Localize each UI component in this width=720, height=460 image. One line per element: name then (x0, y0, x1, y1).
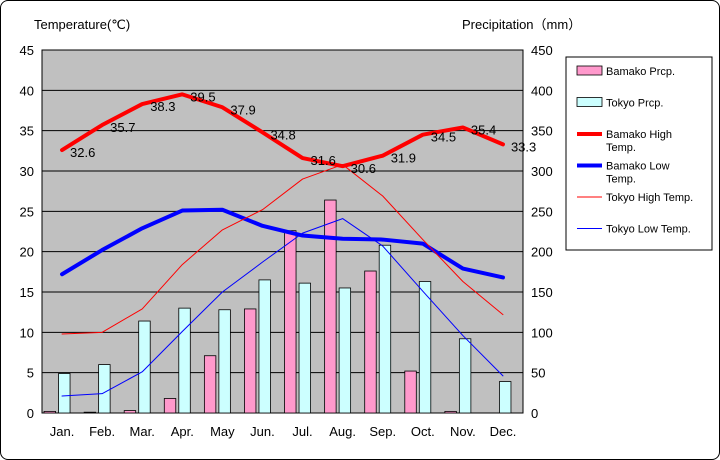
x-tick-label: Dec. (490, 424, 517, 439)
data-label: 34.8 (270, 127, 295, 142)
temperature-line (60, 92, 505, 169)
temperature-line (61, 164, 504, 335)
precipitation-bar (418, 281, 432, 414)
legend-swatch (576, 65, 603, 76)
precipitation-bar (218, 309, 231, 414)
right-tick-label: 50 (531, 366, 545, 381)
data-label: 30.6 (351, 161, 376, 176)
x-tick-label: Apr. (171, 424, 194, 439)
data-label: 31.6 (311, 153, 336, 168)
precipitation-bar (338, 287, 352, 414)
precipitation-bar (499, 381, 512, 414)
right-tick-label: 150 (531, 285, 553, 300)
x-tick-label: Feb. (89, 424, 115, 439)
x-tick-label: Mar. (130, 424, 155, 439)
left-tick-label: 40 (20, 83, 34, 98)
data-label: 35.7 (110, 120, 135, 135)
data-label: 35.4 (471, 122, 496, 137)
data-label: 37.9 (230, 102, 255, 117)
legend-label: Bamako Prcp. (606, 66, 675, 78)
precipitation-bar (244, 308, 257, 414)
precipitation-bar (138, 320, 151, 414)
data-label: 38.3 (150, 99, 175, 114)
precipitation-bar (58, 373, 71, 414)
right-tick-label: 300 (531, 164, 553, 179)
precipitation-bar (43, 410, 56, 414)
left-tick-label: 30 (20, 164, 34, 179)
temperature-line (61, 218, 504, 397)
precipitation-bar (98, 364, 111, 414)
data-label: 33.3 (511, 139, 536, 154)
x-axis-ticks: Jan. Feb. Mar. Apr. May Jun. Jul. Aug. Sep. Oct. N… (50, 424, 517, 439)
legend-label: Tokyo Prcp. (606, 98, 663, 110)
legend-box (565, 56, 713, 251)
temperature-line (60, 207, 505, 280)
legend-label: Bamako High Temp. (606, 129, 672, 154)
left-tick-label: 25 (20, 204, 34, 219)
x-tick-label: Jun. (250, 424, 275, 439)
legend-label: Tokyo High Temp. (606, 192, 693, 204)
left-axis-title: Temperature(℃) (34, 17, 130, 32)
precipitation-bar (458, 338, 472, 414)
data-label: 31.9 (391, 151, 416, 166)
precipitation-bars (43, 199, 512, 414)
left-axis-ticks: 0 5 10 15 20 25 30 35 40 45 (20, 43, 34, 421)
precipitation-bar (123, 410, 137, 414)
x-tick-label: Nov. (450, 424, 476, 439)
left-tick-label: 15 (20, 285, 34, 300)
right-axis-ticks: 0 50 100 150 200 250 300 350 400 450 (531, 43, 553, 421)
right-tick-label: 350 (531, 124, 553, 139)
precipitation-bar (203, 355, 217, 414)
temperature-lines (60, 92, 505, 397)
left-tick-label: 0 (27, 406, 34, 421)
x-tick-label: Jul. (292, 424, 312, 439)
left-tick-label: 10 (20, 325, 34, 340)
precipitation-bar (258, 279, 271, 414)
right-tick-label: 450 (531, 43, 553, 58)
left-tick-label: 45 (20, 43, 34, 58)
precipitation-bar (378, 244, 392, 414)
x-tick-label: Aug. (329, 424, 356, 439)
precipitation-bar (163, 398, 177, 414)
left-tick-label: 35 (20, 124, 34, 139)
precipitation-bar (444, 410, 457, 414)
precipitation-bar (404, 370, 417, 414)
legend-label: Bamako Low Temp. (606, 161, 670, 186)
precipitation-bar (284, 230, 297, 414)
x-tick-label: May (210, 424, 235, 439)
data-label: 39.5 (190, 89, 215, 104)
precipitation-bar (364, 270, 377, 414)
legend-swatch (576, 97, 603, 107)
right-axis-title: Precipitation（mm） (462, 17, 581, 32)
left-tick-label: 5 (27, 366, 34, 381)
x-tick-label: Oct. (411, 424, 435, 439)
left-tick-label: 20 (20, 245, 34, 260)
legend: Bamako Prcp. Tokyo Prcp. Bamako High Temp. B… (565, 56, 713, 251)
gridlines (42, 89, 523, 374)
right-tick-label: 100 (531, 325, 553, 340)
x-tick-label: Jan. (50, 424, 75, 439)
data-label: 32.6 (70, 145, 95, 160)
data-labels: 32.6 35.7 38.3 39.5 37.9 34.8 31.6 30.6 31.9 34.5… (70, 89, 536, 176)
right-tick-label: 200 (531, 245, 553, 260)
legend-label: Tokyo Low Temp. (606, 224, 691, 236)
precipitation-bar (298, 282, 311, 414)
precipitation-bar (83, 411, 97, 414)
right-tick-label: 0 (531, 406, 538, 421)
precipitation-bar (324, 199, 337, 414)
precipitation-bar (178, 307, 191, 414)
data-label: 34.5 (431, 130, 456, 145)
right-tick-label: 400 (531, 83, 553, 98)
x-tick-label: Sep. (369, 424, 396, 439)
right-tick-label: 250 (531, 204, 553, 219)
